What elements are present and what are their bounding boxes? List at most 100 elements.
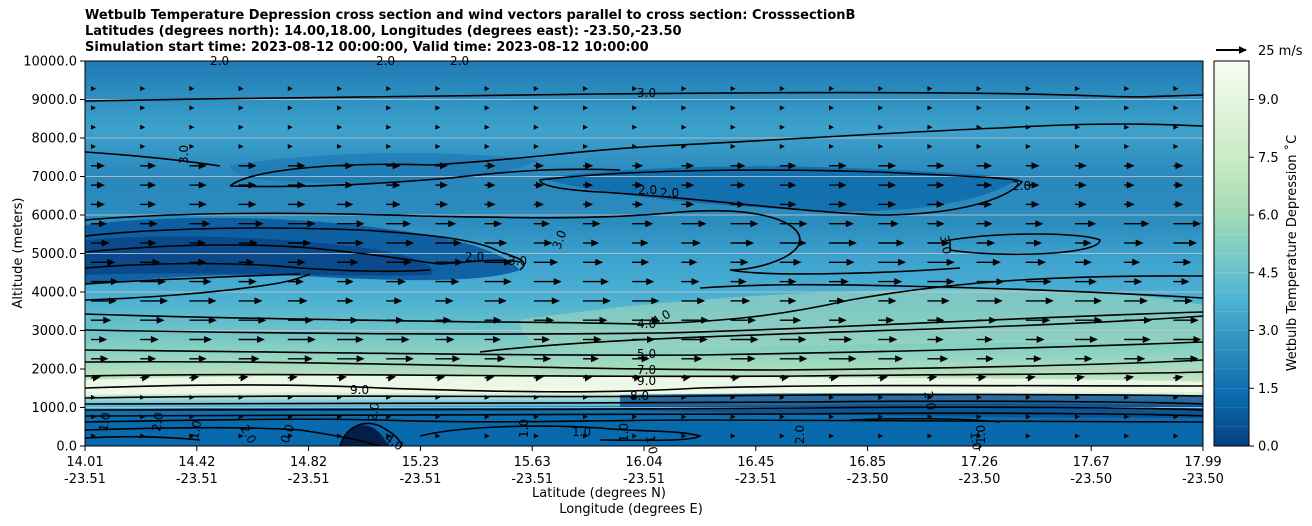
wind-vector [976,144,982,149]
wind-vector [238,86,244,92]
contour-line [85,406,1203,411]
wind-vector [1124,433,1130,439]
wind-vector [730,105,736,111]
wind-vector [878,394,884,400]
wind-vector [829,394,834,400]
wind-vector [1075,144,1080,149]
wind-vector [632,433,638,439]
wind-vector [681,394,687,400]
wind-vector [140,124,146,130]
wind-vector [1173,433,1179,439]
contour-label: 1.0 [617,423,631,442]
wind-vector [337,144,342,149]
wind-vector [1173,105,1179,111]
wind-vector [189,394,195,400]
x-axis-label: Latitude (degrees N) [532,486,666,501]
y-tick-label: 9000.0 [32,93,78,108]
wind-vector [1124,105,1130,111]
wind-vector [238,124,244,130]
wind-vector [533,394,539,400]
wind-vector [976,124,982,130]
x-tick-label: -23.50 [1182,472,1224,487]
wind-vector [91,394,96,400]
contour-label: 2.0 [921,390,938,411]
wind-vector [1025,144,1031,149]
wind-vector [189,414,195,420]
wind-vector [1075,105,1080,111]
wind-vector [287,433,293,439]
contour-label: 9.0 [637,374,656,388]
wind-vector [779,433,785,439]
x-tick-label: -23.51 [176,472,218,487]
contour-line [85,244,521,265]
wind-vector [779,394,785,400]
contour-label: 3.0 [637,86,656,100]
wind-vector [386,144,392,149]
contour-line [85,426,381,446]
wind-vector [583,124,588,130]
y-tick-label: 0.0 [56,440,77,455]
wind-vector [878,105,884,111]
wind-vector [976,414,982,420]
wind-vector [533,144,539,149]
contour-label: 1.0 [643,434,660,455]
contour-line [419,425,702,442]
wind-vector [337,433,342,439]
wind-vector [91,144,96,149]
contour-label: 2.0 [149,411,166,432]
contour-line [85,359,1203,371]
wind-vector [730,86,736,92]
x-tick-label: -23.51 [64,472,106,487]
wind-vector [533,86,539,92]
x-tick-label: -23.51 [288,472,330,487]
x-tick-label: 16.04 [625,455,662,470]
wind-vector [287,86,293,92]
wind-vector [484,105,490,111]
wind-vector [140,105,146,111]
wind-vector [927,414,933,420]
x-axis-label-2: Longitude (degrees E) [559,502,703,517]
contour-label: 2.0 [365,401,382,422]
wind-vector [140,394,146,400]
wind-vector [1173,86,1179,92]
wind-vector [1173,414,1179,420]
contour-line [699,283,1203,299]
colorbar: 0.0 1.5 3.0 4.5 6.0 7.5 9.0 Wetbulb Temperatur… [1213,60,1300,455]
wind-vector [386,86,392,92]
wind-vector [386,105,392,111]
wind-vector [976,105,982,111]
wind-vector [287,414,293,420]
chart-title-line-2: Latitudes (degrees north): 14.00,18.00, … [85,24,682,39]
wind-vectors [90,86,1202,439]
colorbar-tick-label: 1.5 [1258,382,1279,397]
wind-vector [337,394,342,400]
wind-vector [337,86,342,92]
wind-vector [927,144,933,149]
y-tick-label: 8000.0 [32,132,78,147]
contour-line [85,151,221,167]
wind-vector [779,105,785,111]
chart-title-line-1: Wetbulb Temperature Depression cross sec… [85,8,856,23]
wind-vector [829,433,834,439]
wind-vector [1124,144,1130,149]
contour-line [85,91,1203,102]
contour-line [85,341,1203,356]
wind-vector [238,414,244,420]
wind-vector [1025,394,1031,400]
wind-vector [681,144,687,149]
contour-line [85,227,525,271]
wind-vector [140,414,146,420]
wind-vector [878,124,884,130]
contour-label: 8.0 [630,389,649,403]
wind-vector [681,124,687,130]
contour-line [85,412,1203,417]
wind-vector [583,394,588,400]
wind-vector [91,433,96,439]
wind-vector [238,144,244,149]
wind-vector [878,433,884,439]
wind-vector [435,86,441,92]
wind-vector [435,105,441,111]
wind-vector [1075,86,1080,92]
wind-vector [583,86,588,92]
